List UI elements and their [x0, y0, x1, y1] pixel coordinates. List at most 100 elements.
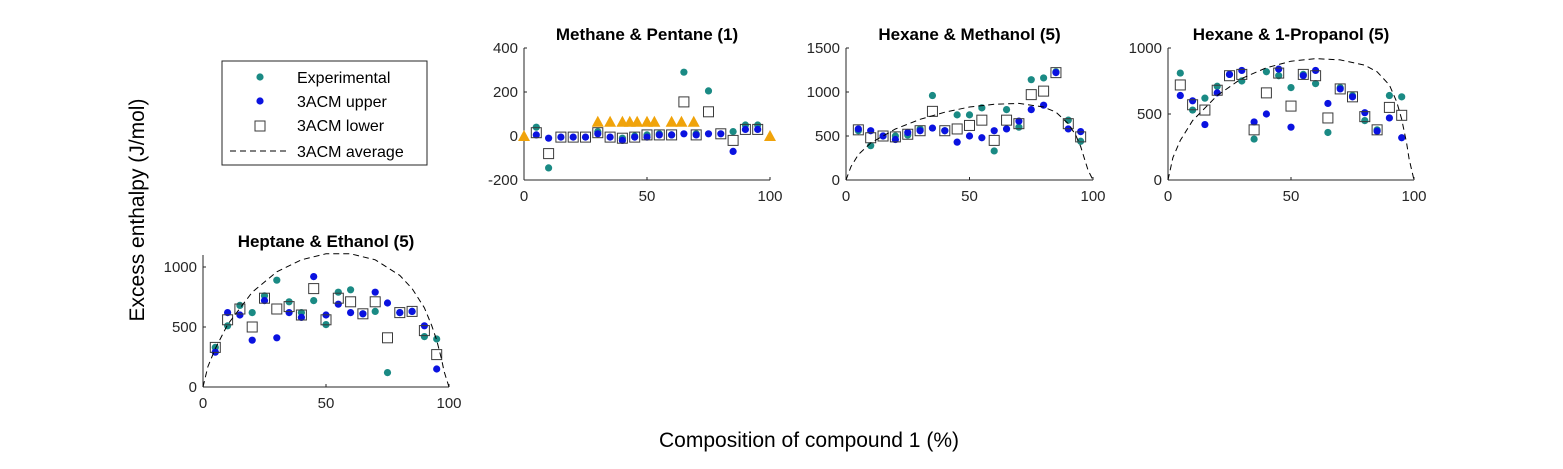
- methane-pentane-y-tick-label: 400: [493, 40, 518, 57]
- methane-pentane-y-tick-label: 200: [493, 84, 518, 101]
- hexane-methanol-upper-point: [904, 128, 912, 137]
- hexane-1-propanol-experimental-point: [1385, 91, 1393, 100]
- hexane-methanol-x-tick-label: 0: [842, 188, 850, 205]
- hexane-methanol-lower-point: [877, 130, 889, 142]
- legend-item-3acm-average: 3ACM average: [230, 144, 404, 161]
- hexane-methanol-lower-point: [1062, 118, 1074, 130]
- hexane-1-propanol-experimental-point: [1275, 72, 1283, 80]
- methane-pentane-lower-point: [715, 128, 727, 140]
- hexane-methanol-upper-point: [965, 132, 974, 140]
- heptane-ethanol-experimental-point: [383, 369, 392, 377]
- legend-item-3acm-upper: 3ACM upper: [256, 94, 387, 111]
- methane-pentane-lower-point: [739, 123, 751, 135]
- heptane-ethanol-lower-point: [234, 303, 246, 315]
- hexane-methanol-experimental-point: [1040, 74, 1048, 82]
- heptane-ethanol-y-tick-label: 500: [172, 319, 197, 336]
- hexane-methanol-upper-point: [916, 127, 924, 135]
- hexane-methanol-upper-point: [990, 127, 998, 135]
- hexane-1-propanol-lower-point: [1359, 111, 1371, 123]
- hexane-1-propanol-lower-point: [1285, 100, 1297, 112]
- heptane-ethanol-upper-point: [347, 309, 355, 317]
- methane-pentane-experimental-point: [545, 164, 553, 172]
- hexane-1-propanol-upper-point: [1373, 127, 1381, 135]
- heptane-ethanol-upper-point: [285, 309, 293, 317]
- methane-pentane-experimental-point: [680, 68, 688, 76]
- hexane-1-propanol-experimental-point: [1312, 80, 1320, 88]
- methane-pentane-lower-point: [666, 129, 678, 141]
- methane-pentane-triangle-point: [764, 130, 776, 141]
- methane-pentane-triangle-point: [591, 115, 604, 127]
- methane-pentane-lower-point: [752, 123, 764, 135]
- hexane-1-propanol-experimental-point: [1213, 82, 1221, 90]
- hexane-methanol-upper-point: [978, 134, 986, 142]
- heptane-ethanol-upper-point: [408, 307, 416, 315]
- hexane-methanol-x-tick-label: 100: [1080, 188, 1105, 205]
- hexane-methanol-upper-point: [953, 138, 961, 146]
- methane-pentane-upper-point: [532, 131, 540, 139]
- hexane-methanol-upper-point: [1052, 69, 1060, 77]
- hexane-1-propanol-y-tick-label: 500: [1137, 106, 1162, 123]
- hexane-1-propanol-lower-point: [1297, 68, 1309, 80]
- hexane-1-propanol-upper-point: [1262, 110, 1270, 118]
- heptane-ethanol-upper-point: [297, 313, 305, 321]
- legend-3acm-lower-label: 3ACM lower: [297, 118, 385, 135]
- methane-pentane-lower-point: [703, 106, 714, 118]
- legend-experimental-marker: [256, 73, 264, 81]
- heptane-ethanol-upper-point: [236, 311, 244, 319]
- hexane-1-propanol-y-tick-label: 1000: [1129, 40, 1162, 57]
- hexane-methanol-title: Hexane & Methanol (5): [878, 25, 1060, 44]
- heptane-ethanol-experimental-point: [347, 286, 355, 294]
- hexane-1-propanol-lower-point: [1248, 124, 1260, 136]
- heptane-ethanol-lower-point: [320, 314, 332, 326]
- methane-pentane-upper-point: [557, 133, 565, 141]
- hexane-methanol-y-tick-label: 500: [815, 128, 840, 145]
- hexane-1-propanol-upper-point: [1201, 120, 1209, 129]
- methane-pentane-upper-point: [729, 147, 737, 155]
- hexane-methanol-upper-point: [854, 125, 862, 133]
- heptane-ethanol-lower-point: [222, 314, 234, 326]
- heptane-ethanol-upper-point: [260, 297, 269, 305]
- heptane-ethanol-experimental-point: [224, 322, 232, 330]
- methane-pentane-lower-point: [555, 131, 567, 143]
- hexane-1-propanol-x-tick-label: 50: [1283, 188, 1300, 205]
- methane-pentane-x-tick-label: 50: [639, 188, 656, 205]
- methane-pentane-upper-point: [704, 130, 713, 138]
- hexane-1-propanol-lower-point: [1334, 83, 1346, 95]
- hexane-methanol-lower-point: [1013, 118, 1025, 130]
- heptane-ethanol-lower-point: [271, 303, 283, 315]
- methane-pentane-x-tick-label: 0: [520, 188, 528, 205]
- hexane-methanol-lower-point: [914, 125, 926, 137]
- hexane-methanol-experimental-point: [953, 111, 961, 119]
- hexane-1-propanol-upper-point: [1238, 66, 1246, 75]
- hexane-1-propanol-title: Hexane & 1-Propanol (5): [1193, 25, 1390, 44]
- hexane-methanol-experimental-point: [1027, 76, 1035, 84]
- methane-pentane-lower-point: [690, 129, 702, 141]
- hexane-methanol-y-tick-label: 0: [832, 172, 840, 189]
- methane-pentane-lower-point: [641, 129, 653, 141]
- heptane-ethanol-experimental-point: [310, 297, 318, 305]
- methane-pentane-triangle-point: [665, 115, 678, 127]
- heptane-ethanol-upper-point: [248, 336, 256, 344]
- hexane-methanol-experimental-point: [928, 91, 937, 100]
- hexane-1-propanol-experimental-point: [1262, 68, 1270, 76]
- heptane-ethanol-y-tick-label: 1000: [164, 259, 197, 276]
- hexane-1-propanol-average-line: [1167, 58, 1415, 181]
- hexane-1-propanol-lower-point: [1383, 101, 1395, 113]
- hexane-1-propanol-lower-point: [1371, 124, 1383, 136]
- heptane-ethanol-upper-point: [383, 299, 392, 307]
- hexane-1-propanol-lower-point: [1260, 87, 1272, 99]
- hexane-methanol-experimental-point: [990, 147, 998, 155]
- heptane-ethanol-lower-point: [308, 283, 320, 295]
- hexane-methanol-lower-point: [988, 134, 1000, 146]
- hexane-methanol-lower-point: [939, 125, 951, 137]
- methane-pentane-lower-point: [543, 148, 555, 160]
- methane-pentane-upper-point: [717, 130, 725, 138]
- heptane-ethanol-upper-point: [433, 365, 441, 373]
- heptane-ethanol-lower-point: [209, 341, 221, 353]
- hexane-methanol-experimental-point: [1015, 123, 1023, 131]
- methane-pentane-experimental-point: [729, 128, 737, 136]
- hexane-1-propanol-lower-point: [1174, 79, 1186, 91]
- hexane-1-propanol-lower-point: [1396, 109, 1408, 121]
